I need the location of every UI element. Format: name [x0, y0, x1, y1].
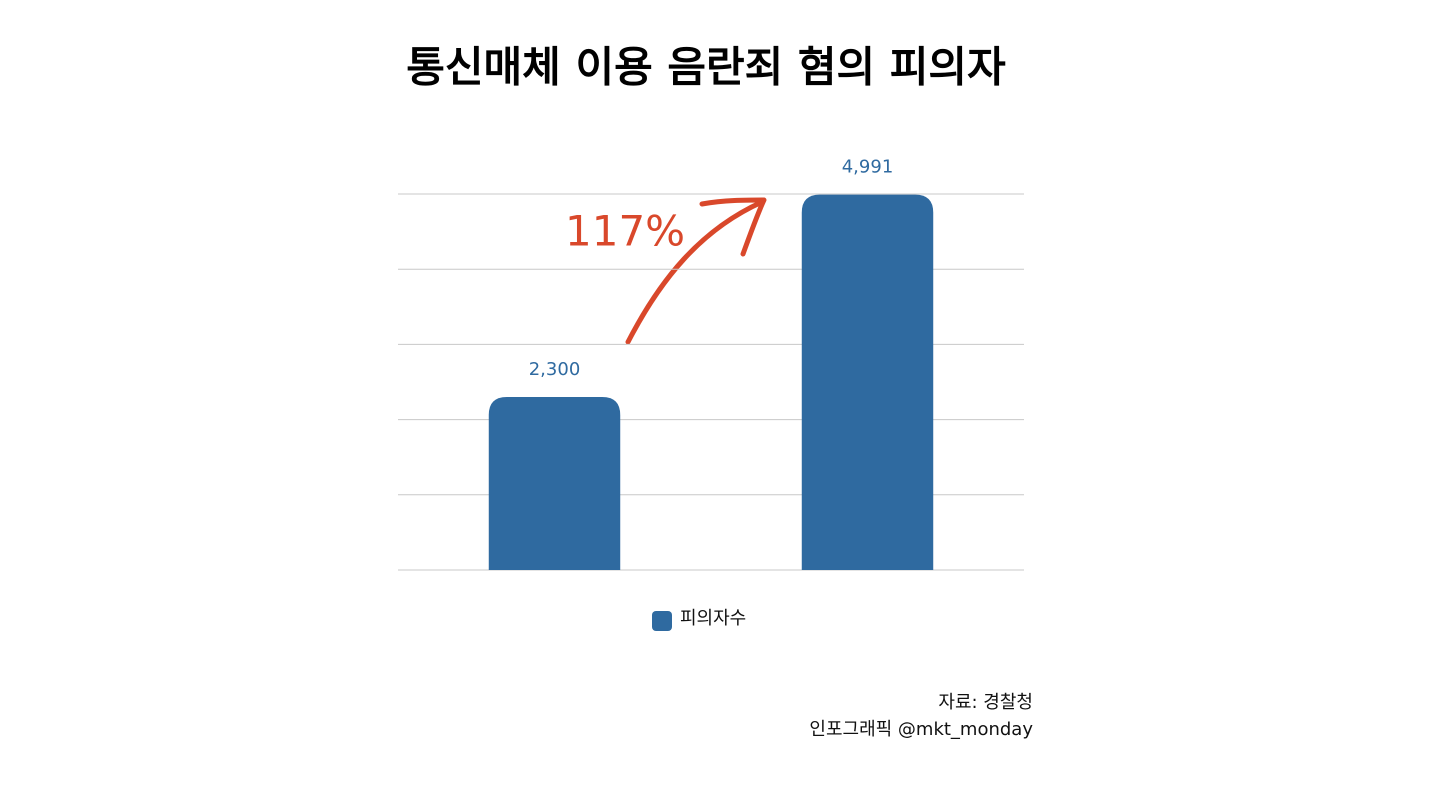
bar	[488, 397, 621, 570]
source: 자료: 경찰청	[938, 692, 1033, 713]
chart-title: 통신매체 이용 음란죄 혐의 피의자	[406, 43, 1006, 92]
value-label: 2,300	[529, 359, 581, 380]
legend-swatch	[652, 611, 672, 631]
annotation: 117%	[565, 207, 685, 256]
credit: 인포그래픽 @mkt_monday	[809, 719, 1033, 740]
legend-label: 피의자수	[680, 608, 746, 629]
bar	[801, 194, 934, 570]
arrow	[625, 197, 767, 345]
value-label: 4,991	[842, 157, 894, 178]
